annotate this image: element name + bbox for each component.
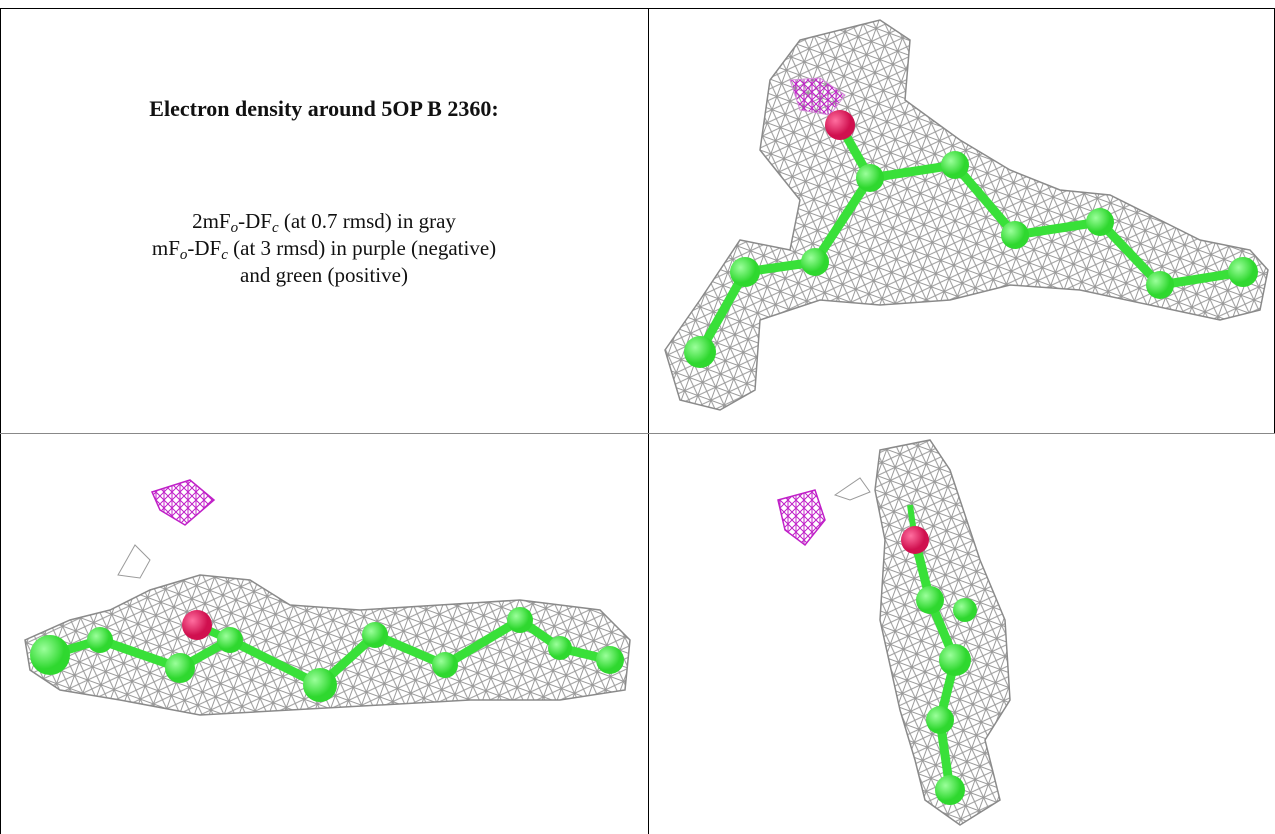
graphic bbox=[152, 480, 214, 525]
subscript: c bbox=[272, 220, 279, 236]
text-run: and green (positive) bbox=[240, 263, 408, 287]
graphic bbox=[935, 775, 965, 805]
subscript: c bbox=[221, 247, 228, 263]
graphic bbox=[548, 636, 572, 660]
graphic bbox=[665, 20, 1268, 410]
graphic bbox=[87, 627, 113, 653]
graphic bbox=[217, 627, 243, 653]
graphic bbox=[939, 644, 971, 676]
graphic bbox=[432, 652, 458, 678]
graphic bbox=[507, 607, 533, 633]
graphic bbox=[165, 653, 195, 683]
graphic bbox=[953, 598, 977, 622]
graphic bbox=[596, 646, 624, 674]
caption-title: Electron density around 5OP B 2360: bbox=[0, 96, 648, 122]
text-run: (at 0.7 rmsd) in gray bbox=[279, 209, 456, 233]
caption-line: and green (positive) bbox=[0, 262, 648, 289]
graphic bbox=[303, 668, 337, 702]
graphic bbox=[835, 478, 870, 500]
graphic bbox=[901, 526, 929, 554]
caption: Electron density around 5OP B 2360: 2mFo… bbox=[0, 8, 648, 433]
text-run: 2mF bbox=[192, 209, 231, 233]
text-run: -DF bbox=[187, 236, 221, 260]
text-run: -DF bbox=[238, 209, 272, 233]
graphic bbox=[801, 248, 829, 276]
graphic bbox=[856, 164, 884, 192]
subscript: o bbox=[231, 220, 239, 236]
graphic bbox=[825, 110, 855, 140]
graphic bbox=[1001, 221, 1029, 249]
density-view-bottom-right bbox=[778, 440, 1010, 825]
graphic bbox=[730, 257, 760, 287]
page: Electron density around 5OP B 2360: 2mFo… bbox=[0, 0, 1275, 834]
graphic bbox=[926, 706, 954, 734]
graphic bbox=[182, 610, 212, 640]
text-run: mF bbox=[152, 236, 180, 260]
caption-line: 2mFo-DFc (at 0.7 rmsd) in gray bbox=[0, 208, 648, 235]
graphic bbox=[30, 635, 70, 675]
graphic bbox=[916, 586, 944, 614]
graphic bbox=[684, 336, 716, 368]
text-run: (at 3 rmsd) in purple (negative) bbox=[228, 236, 496, 260]
graphic bbox=[941, 151, 969, 179]
graphic bbox=[118, 545, 150, 578]
caption-line: mFo-DFc (at 3 rmsd) in purple (negative) bbox=[0, 235, 648, 262]
graphic bbox=[1086, 208, 1114, 236]
graphic bbox=[362, 622, 388, 648]
density-view-bottom-left bbox=[25, 480, 630, 715]
graphic bbox=[778, 490, 825, 545]
density-view-top-right bbox=[665, 20, 1268, 410]
graphic bbox=[1146, 271, 1174, 299]
graphic bbox=[1228, 257, 1258, 287]
